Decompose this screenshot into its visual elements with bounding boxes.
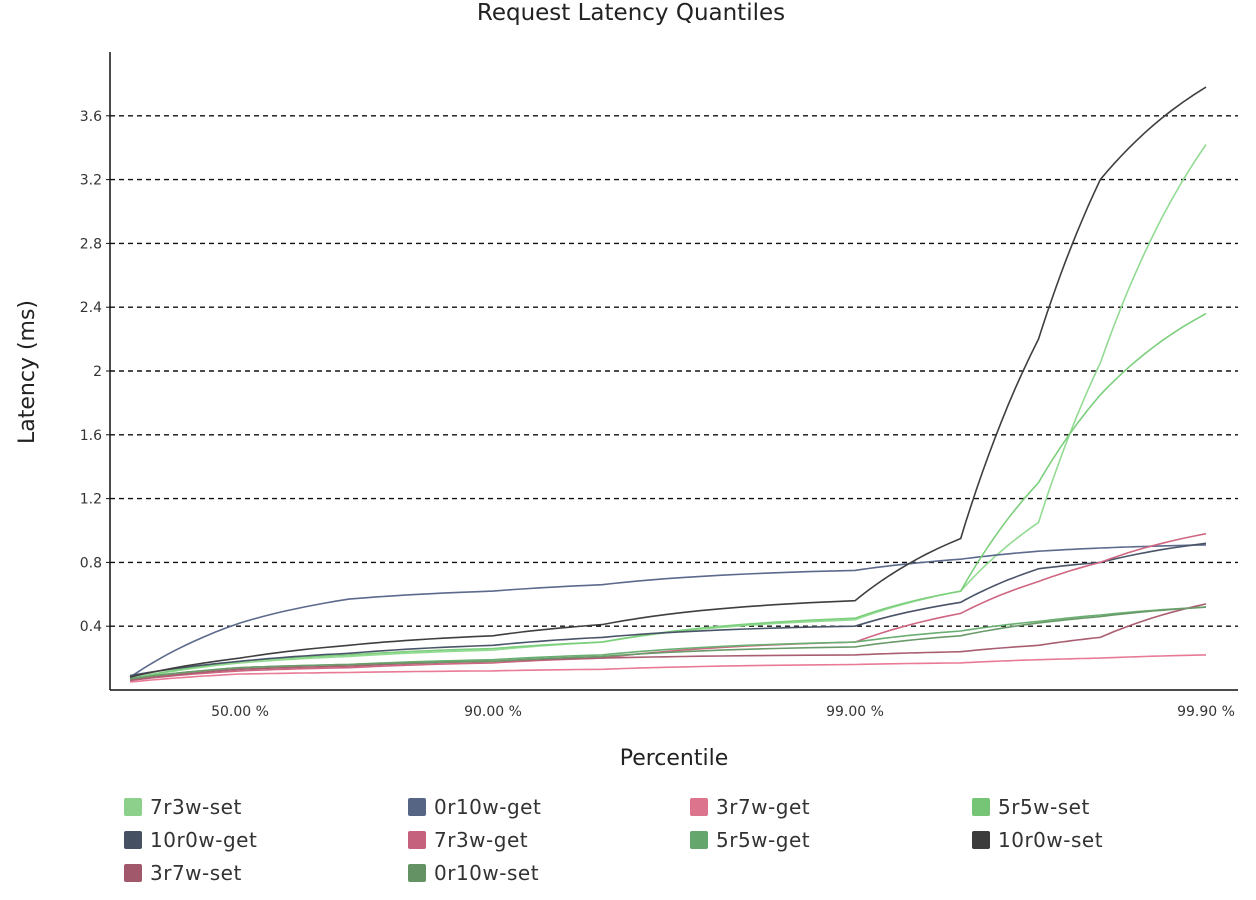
x-tick-label: 90.00 % [464,704,522,720]
legend-swatch [124,864,142,882]
legend-swatch [972,831,990,849]
y-axis-title: Latency (ms) [15,300,40,444]
y-tick-label: 2.8 [80,236,102,252]
x-axis-title: Percentile [620,746,729,771]
series-lines [129,86,1207,683]
series-line-3r7w-set [129,603,1207,682]
chart-title: Request Latency Quantiles [477,0,785,26]
y-tick-label: 0.8 [80,555,102,571]
series-line-0r10w-get [129,544,1207,678]
legend-item[interactable]: 7r3w-get [408,828,528,852]
legend-label: 5r5w-set [998,795,1090,819]
series-line-10r0w-set [129,86,1207,678]
legend-item[interactable]: 10r0w-get [124,828,257,852]
y-tick-label: 3.6 [80,109,102,125]
series-line-5r5w-set [129,312,1207,680]
y-tick-label: 1.2 [80,492,102,508]
legend-label: 0r10w-set [434,861,540,885]
y-tick-label: 1.6 [80,428,102,444]
legend-item[interactable]: 10r0w-set [972,828,1103,852]
legend-label: 3r7w-set [150,861,242,885]
legend-item[interactable]: 3r7w-get [690,795,810,819]
legend-label: 7r3w-set [150,795,242,819]
series-line-10r0w-get [129,542,1207,677]
y-tick-labels: 0.4 0.8 1.2 1.6 2 2.4 2.8 3.2 3.6 [80,109,102,635]
legend-swatch [972,798,990,816]
legend-swatch [408,798,426,816]
series-line-3r7w-get [129,654,1207,683]
x-tick-labels: 50.00 % 90.00 % 99.00 % 99.90 % [211,704,1235,720]
legend-swatch [408,831,426,849]
x-tick-label: 99.90 % [1177,704,1235,720]
series-line-7r3w-set [129,144,1207,680]
x-tick-label: 50.00 % [211,704,269,720]
legend-item[interactable]: 3r7w-set [124,861,242,885]
legend-label: 5r5w-get [716,828,811,852]
legend-item[interactable]: 5r5w-set [972,795,1090,819]
legend-label: 0r10w-get [434,795,542,819]
legend-swatch [408,864,426,882]
legend-label: 10r0w-get [150,828,258,852]
legend-item[interactable]: 0r10w-get [408,795,541,819]
y-tick-label: 0.4 [80,619,102,635]
x-tick-label: 99.00 % [826,704,884,720]
legend-item[interactable]: 0r10w-set [408,861,539,885]
series-line-7r3w-get [129,532,1207,682]
legend-swatch [124,831,142,849]
legend-item[interactable]: 7r3w-set [124,795,242,819]
y-tick-label: 2.4 [80,300,102,316]
legend-label: 10r0w-set [998,828,1104,852]
gridlines [106,115,1238,627]
legend-label: 7r3w-get [434,828,529,852]
legend-swatch [124,798,142,816]
legend-item[interactable]: 5r5w-get [690,828,810,852]
series-line-0r10w-set [129,606,1207,680]
y-tick-label: 3.2 [80,173,102,189]
legend-swatch [690,831,708,849]
legend-label: 3r7w-get [716,795,811,819]
legend-swatch [690,798,708,816]
axes [109,52,1238,691]
y-tick-label: 2 [93,364,102,380]
